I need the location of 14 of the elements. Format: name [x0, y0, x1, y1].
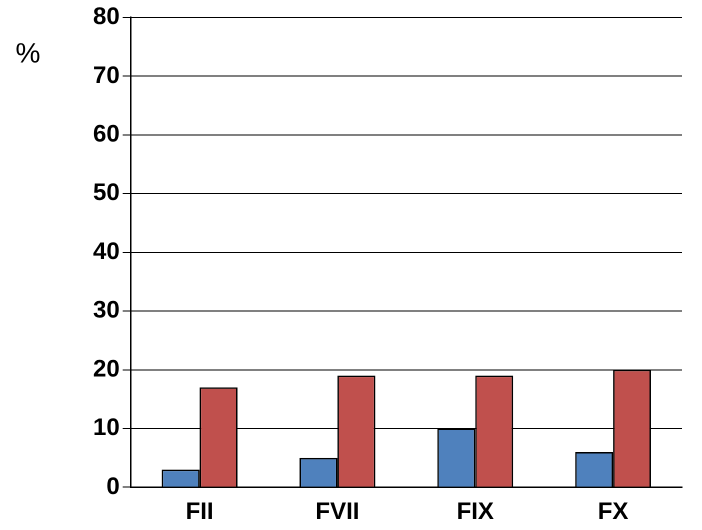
x-tick-label: FX — [598, 498, 628, 526]
y-tick-label: 80 — [92, 3, 120, 30]
y-tick-label: 50 — [92, 179, 120, 206]
y-tick-label: 40 — [92, 238, 120, 265]
y-tick-label: 10 — [92, 414, 120, 442]
y-tick-label: 70 — [92, 62, 120, 89]
y-tick-label: 20 — [92, 355, 120, 382]
x-tick-label: FIX — [456, 498, 494, 526]
y-tick-label: 0 — [106, 472, 120, 500]
y-tick-label: 60 — [92, 120, 120, 148]
y-tick-label: 30 — [92, 296, 120, 324]
x-tick-label: FVII — [315, 498, 360, 526]
x-tick-label: FII — [186, 498, 214, 526]
y-axis-title: % — [16, 38, 40, 69]
